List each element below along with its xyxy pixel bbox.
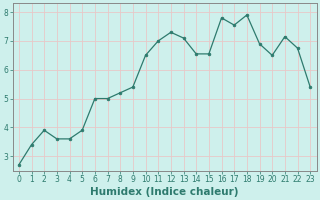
X-axis label: Humidex (Indice chaleur): Humidex (Indice chaleur) [90, 187, 239, 197]
